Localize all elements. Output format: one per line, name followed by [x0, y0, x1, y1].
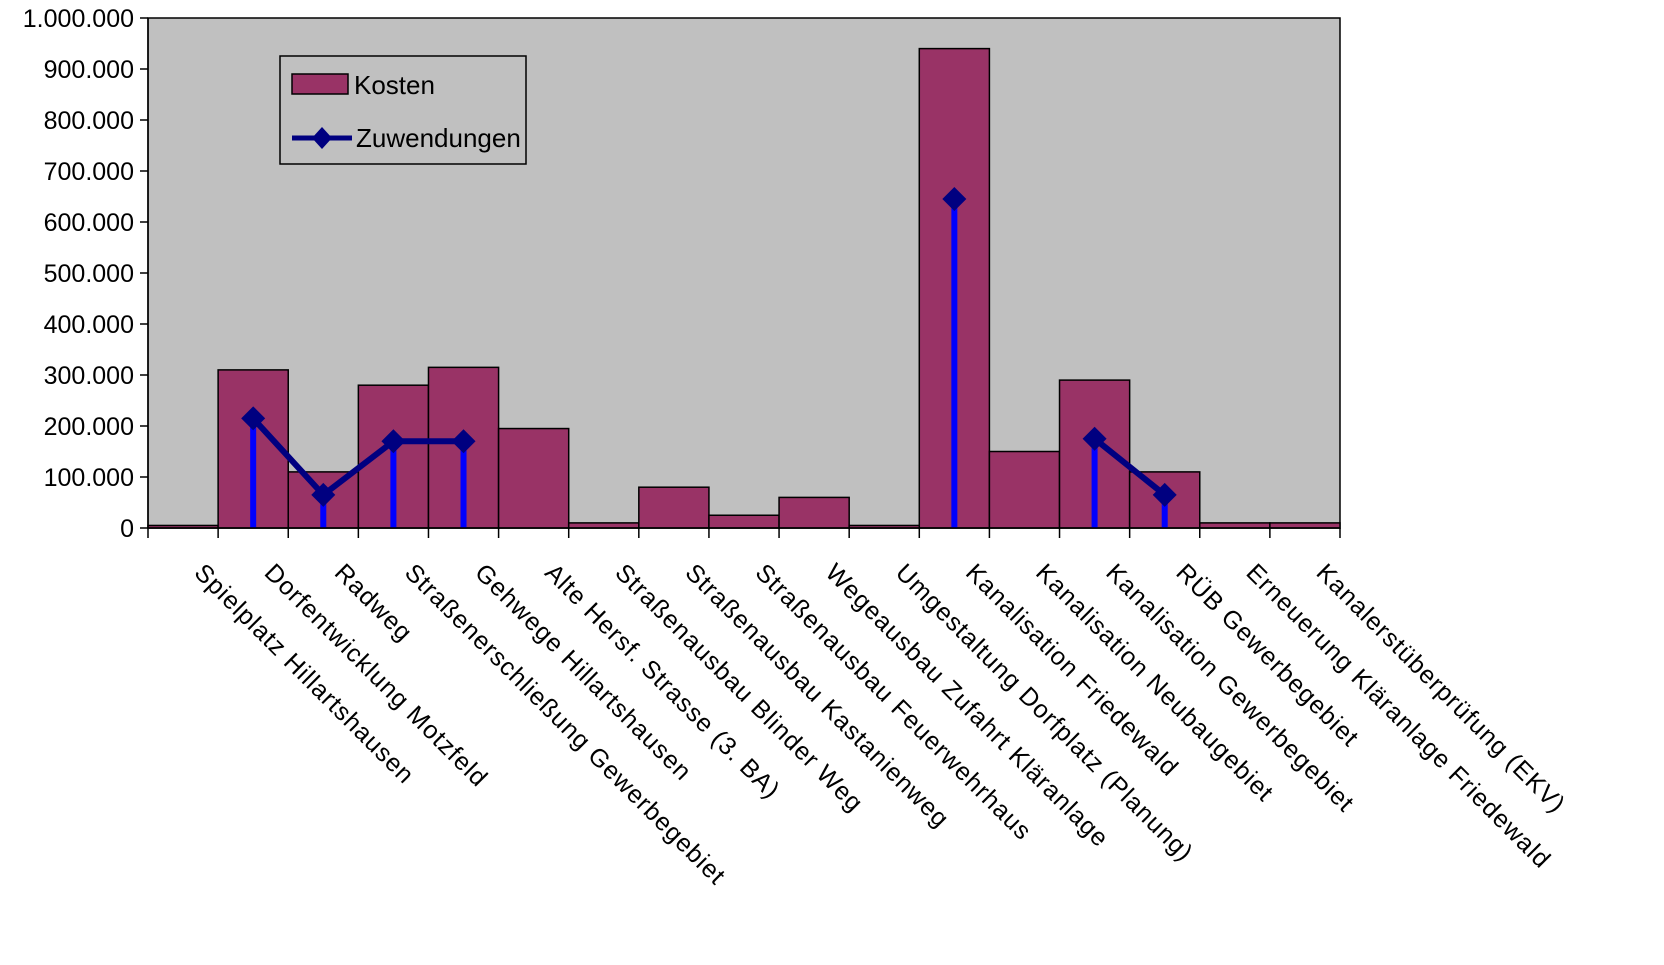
legend-label-zuwendungen: Zuwendungen	[356, 123, 521, 153]
bar-kosten	[567, 522, 640, 529]
legend: Kosten Zuwendungen	[279, 55, 527, 165]
marker-zuwendungen	[311, 482, 336, 507]
y-tick-label: 0	[120, 515, 134, 543]
line-segment-zuwendungen	[1092, 436, 1167, 498]
y-tick-label: 200.000	[44, 413, 134, 441]
bar-kosten	[708, 514, 780, 529]
bar-kosten	[1199, 522, 1271, 529]
x-category-label: Straßenerschließung Gewerbegebiet	[399, 558, 731, 890]
y-tick-label: 800.000	[44, 107, 134, 135]
y-tick-label: 1.000.000	[23, 5, 134, 33]
marker-zuwendungen	[942, 187, 967, 212]
legend-label-kosten: Kosten	[354, 70, 435, 100]
bar-kosten	[988, 450, 1061, 529]
y-tick-label: 500.000	[44, 260, 134, 288]
y-tick-label: 300.000	[44, 362, 134, 390]
legend-swatch-kosten	[291, 73, 349, 95]
y-tick-label: 600.000	[44, 209, 134, 237]
y-tick-label: 100.000	[44, 464, 134, 492]
bar-kosten	[638, 486, 710, 529]
marker-zuwendungen	[381, 429, 406, 454]
marker-zuwendungen	[241, 406, 266, 431]
y-tick-label: 400.000	[44, 311, 134, 339]
bar-kosten	[1269, 522, 1341, 529]
line-segment-zuwendungen	[321, 438, 396, 498]
y-tick-label: 700.000	[44, 158, 134, 186]
bar-kosten	[497, 427, 570, 529]
line-segment-zuwendungen	[250, 416, 326, 497]
marker-zuwendungen	[451, 429, 476, 454]
marker-zuwendungen	[1082, 426, 1107, 451]
marker-zuwendungen	[1152, 482, 1177, 507]
legend-marker-zuwendungen	[312, 127, 332, 149]
y-tick-label: 900.000	[44, 56, 134, 84]
bar-kosten	[778, 496, 850, 529]
x-category-label: Erneuerung Kläranlage Friedewald	[1241, 558, 1557, 874]
x-category-label: Kanalerstüberprüfung (EKV)	[1311, 558, 1571, 818]
